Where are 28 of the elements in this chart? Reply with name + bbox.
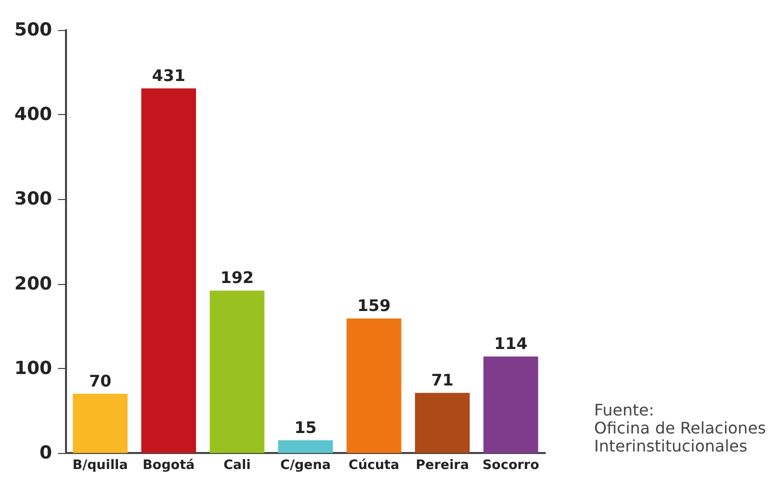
y-tick-label: 200 (14, 273, 52, 294)
data-label: 192 (220, 268, 254, 288)
x-tick-label: Bogotá (142, 458, 195, 473)
y-tick-label: 100 (14, 358, 52, 379)
bar (346, 318, 402, 453)
bar (210, 290, 264, 453)
data-label: 71 (431, 370, 454, 390)
x-tick-label: B/quilla (72, 458, 128, 473)
x-tick-label: Cali (223, 458, 251, 473)
bar (278, 440, 333, 453)
y-tick-label: 400 (14, 104, 52, 126)
data-label: 114 (494, 334, 528, 354)
x-tick-label: Pereira (416, 458, 469, 473)
bar (141, 88, 196, 453)
data-label: 431 (152, 66, 186, 85)
x-tick-label: C/gena (280, 458, 331, 473)
y-tick-label: 0 (39, 442, 52, 464)
source-note: Fuente: Oficina de Relaciones Interinstitucionales (594, 400, 766, 456)
y-tick-label: 300 (14, 188, 52, 210)
y-tick-label: 500 (14, 20, 52, 40)
data-label: 159 (357, 296, 391, 315)
x-tick-label: Cúcuta (348, 458, 400, 473)
bar (72, 394, 128, 453)
bar (414, 392, 470, 453)
bar (483, 356, 538, 453)
data-label: 15 (294, 418, 317, 437)
x-tick-label: Socorro (482, 458, 540, 473)
data-label: 70 (89, 371, 112, 390)
